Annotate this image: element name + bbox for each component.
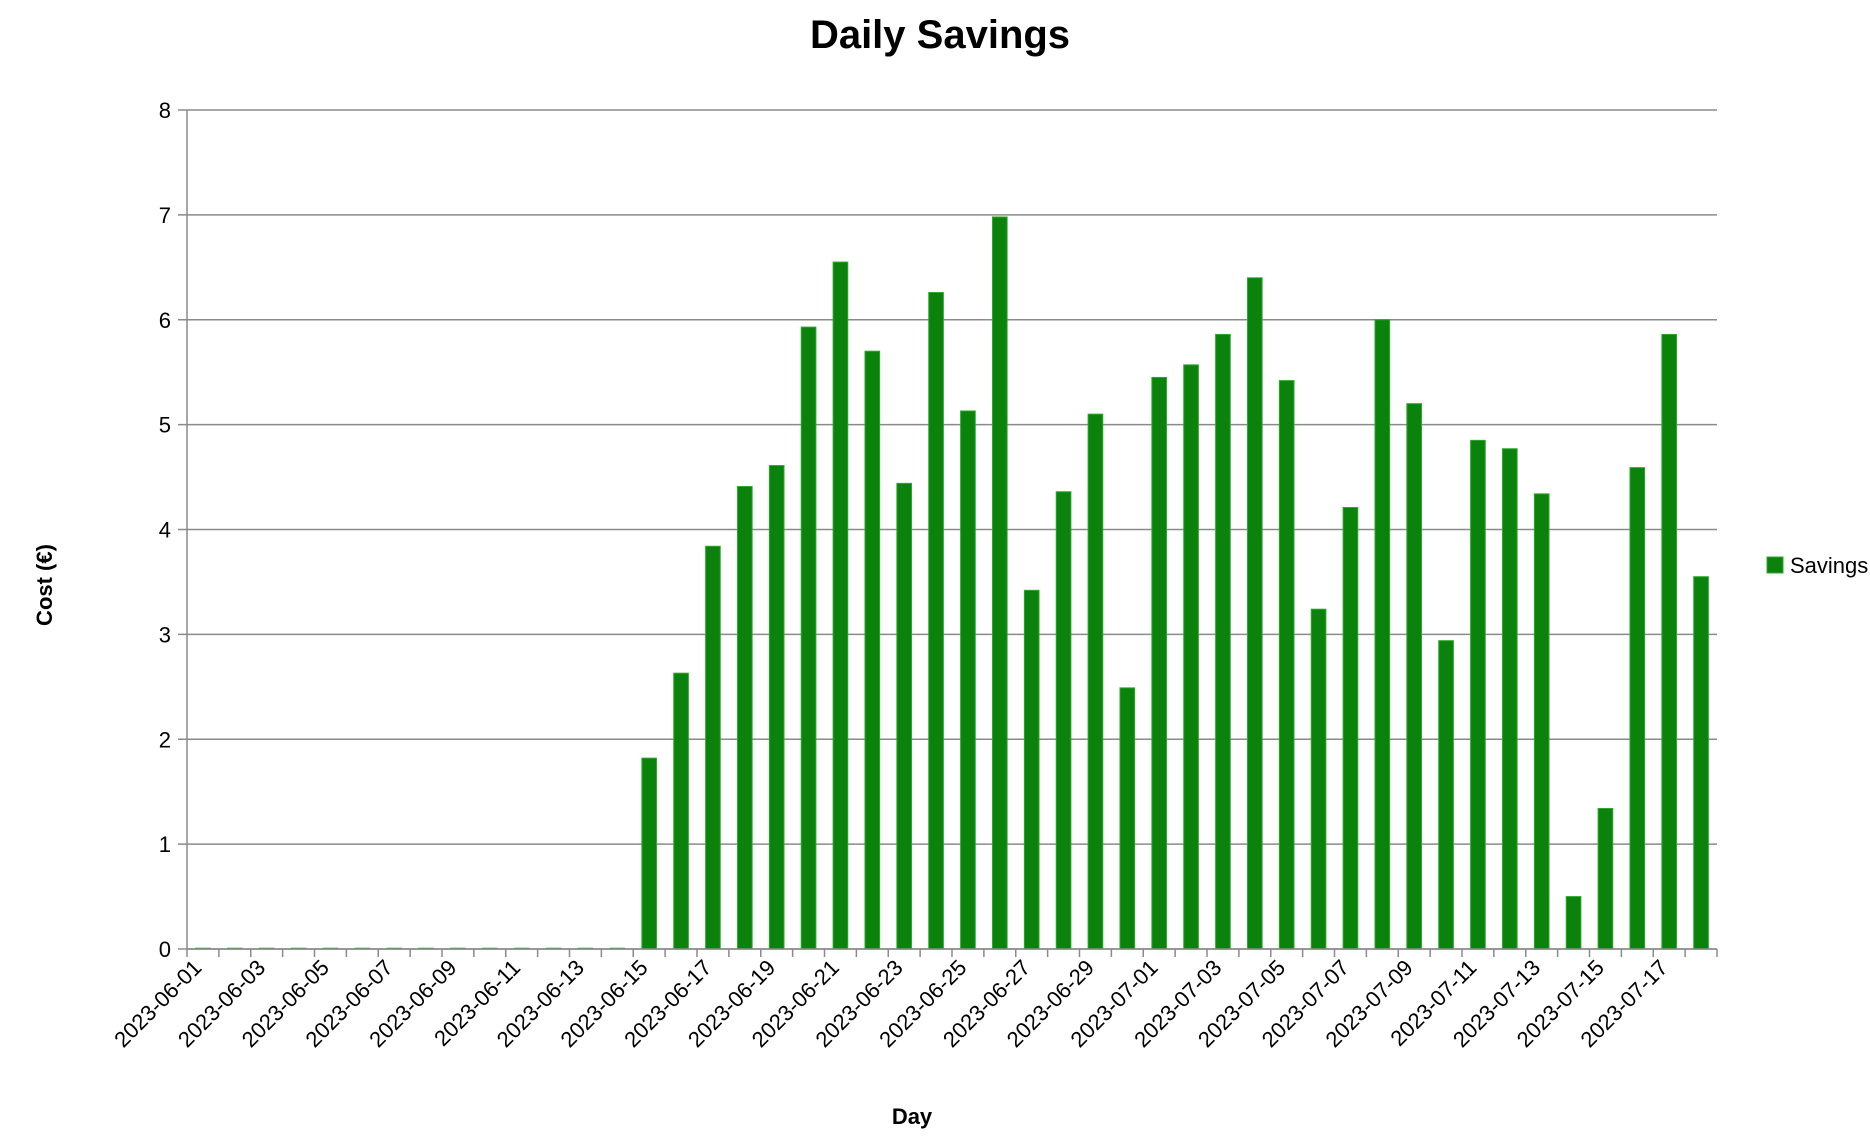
bar-2023-07-01	[1151, 376, 1168, 950]
bar-2023-06-30	[1119, 687, 1136, 950]
bar-2023-07-16	[1629, 467, 1646, 950]
bar-2023-06-19	[768, 465, 785, 950]
legend-swatch-savings	[1766, 556, 1784, 574]
bar-2023-07-15	[1597, 807, 1614, 950]
bar-2023-06-17	[705, 545, 721, 950]
bar-2023-06-21	[832, 261, 849, 950]
bar-2023-06-15	[641, 757, 658, 950]
bar-2023-06-22	[864, 350, 881, 950]
bar-2023-06-24	[928, 291, 944, 950]
y-tick-label: 3	[159, 622, 171, 647]
y-tick-label: 2	[159, 727, 171, 752]
bar-2023-07-09	[1406, 403, 1423, 950]
y-tick-label: 6	[159, 308, 171, 333]
gridlines	[178, 109, 1717, 950]
bar-2023-06-23	[896, 482, 913, 950]
bar-2023-07-04	[1246, 277, 1263, 950]
bar-series-savings	[195, 216, 1709, 950]
y-axis-tick-labels: 0 1 2 3 4 5 6 7 8	[159, 98, 171, 962]
y-tick-label: 8	[159, 98, 171, 123]
bar-2023-07-12	[1501, 448, 1518, 950]
y-tick-label: 5	[159, 413, 171, 438]
bar-2023-07-07	[1342, 506, 1359, 950]
x-axis-label: Day	[892, 1104, 933, 1129]
x-axis-tick-labels: 2023-06-012023-06-032023-06-052023-06-07…	[109, 955, 1673, 1052]
bar-2023-06-18	[736, 486, 753, 950]
bar-2023-06-26	[991, 216, 1008, 950]
bar-2023-07-10	[1438, 640, 1454, 950]
bar-2023-07-08	[1374, 319, 1391, 950]
y-tick-label: 1	[159, 832, 171, 857]
y-tick-label: 7	[159, 203, 171, 228]
bar-2023-07-17	[1661, 333, 1678, 950]
y-tick-label: 0	[159, 937, 171, 962]
bar-2023-07-18	[1693, 576, 1709, 950]
legend: Savings	[1766, 553, 1868, 578]
legend-label-savings: Savings	[1790, 553, 1868, 578]
bar-2023-07-11	[1470, 439, 1486, 950]
chart-title: Daily Savings	[810, 13, 1070, 57]
bar-2023-06-20	[800, 326, 817, 950]
bar-2023-06-25	[960, 410, 976, 950]
bar-2023-07-02	[1183, 364, 1199, 950]
bar-2023-06-27	[1023, 589, 1040, 950]
bar-2023-07-06	[1310, 608, 1327, 950]
bar-2023-07-03	[1215, 333, 1231, 950]
bar-2023-06-28	[1055, 491, 1072, 950]
axes	[186, 110, 1718, 957]
bar-2023-06-29	[1087, 413, 1104, 950]
bar-2023-06-16	[673, 672, 689, 950]
y-axis-label: Cost (€)	[32, 544, 57, 626]
bar-2023-07-13	[1533, 493, 1550, 950]
y-tick-label: 4	[159, 518, 171, 543]
bar-2023-07-14	[1565, 896, 1582, 950]
bar-2023-07-05	[1278, 380, 1295, 950]
